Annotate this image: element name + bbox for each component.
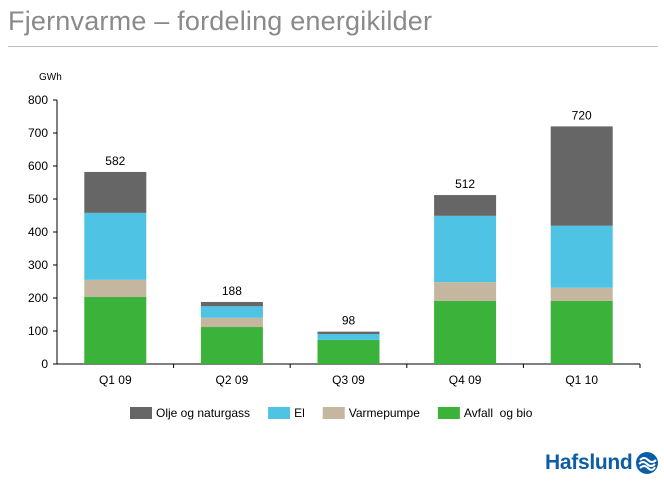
y-tick-label: 200 bbox=[28, 291, 48, 305]
legend-swatch bbox=[130, 407, 152, 419]
x-tick-label: Q1 10 bbox=[565, 373, 598, 387]
bar-segment-varmepumpe bbox=[84, 279, 147, 298]
legend-label: Avfall og bio bbox=[464, 406, 533, 420]
legend-swatch bbox=[268, 407, 291, 419]
legend-label: El bbox=[294, 406, 305, 420]
bar-total-label: 98 bbox=[342, 314, 356, 328]
bar-segment-olje-og-naturgass bbox=[200, 301, 263, 307]
legend-swatch bbox=[437, 407, 460, 419]
bar-total-label: 188 bbox=[222, 284, 242, 298]
legend-label: Olje og naturgass bbox=[156, 406, 250, 420]
x-tick-label: Q1 09 bbox=[99, 373, 132, 387]
y-axis-unit-label: GWh bbox=[39, 72, 62, 83]
bar-segment-avfall-og-bio bbox=[200, 327, 263, 364]
legend-label: Varmepumpe bbox=[349, 406, 420, 420]
slide-title: Fjernvarme – fordeling energikilder bbox=[8, 6, 433, 36]
bar-segment-varmepumpe bbox=[200, 317, 263, 328]
bar-segment-olje-og-naturgass bbox=[317, 331, 380, 334]
bar-total-label: 512 bbox=[455, 177, 475, 191]
y-tick-label: 600 bbox=[28, 159, 48, 173]
bar-segment-olje-og-naturgass bbox=[434, 195, 497, 216]
y-tick-label: 400 bbox=[28, 225, 48, 239]
swirl-logo-icon bbox=[636, 452, 659, 474]
bar-segment-el bbox=[84, 212, 147, 280]
y-tick-label: 0 bbox=[41, 357, 48, 371]
bar-segment-avfall-og-bio bbox=[434, 300, 497, 364]
bar-segment-avfall-og-bio bbox=[550, 300, 613, 364]
bar-segment-avfall-og-bio bbox=[317, 339, 380, 364]
bar-segment-olje-og-naturgass bbox=[84, 171, 147, 213]
y-tick-label: 500 bbox=[28, 192, 48, 206]
bar-segment-el bbox=[200, 306, 263, 318]
logo-wordmark: Hafslund bbox=[545, 451, 633, 474]
x-tick-label: Q4 09 bbox=[449, 373, 482, 387]
bar-segment-varmepumpe bbox=[434, 282, 497, 301]
y-tick-label: 800 bbox=[28, 93, 48, 107]
title-divider bbox=[8, 46, 658, 47]
bar-segment-el bbox=[434, 215, 497, 283]
bar-total-label: 582 bbox=[105, 154, 125, 168]
y-tick-label: 100 bbox=[28, 324, 48, 338]
x-tick-label: Q3 09 bbox=[332, 373, 365, 387]
y-tick-label: 300 bbox=[28, 258, 48, 272]
legend-swatch bbox=[322, 407, 345, 419]
bar-segment-avfall-og-bio bbox=[84, 297, 147, 364]
bar-segment-varmepumpe bbox=[550, 287, 613, 301]
x-tick-label: Q2 09 bbox=[216, 373, 249, 387]
bar-segment-el bbox=[317, 333, 380, 340]
bar-total-label: 720 bbox=[572, 108, 592, 122]
bar-segment-olje-og-naturgass bbox=[550, 126, 613, 226]
bar-segment-el bbox=[550, 225, 613, 288]
y-tick-label: 700 bbox=[28, 126, 48, 140]
hafslund-logo: Hafslund bbox=[545, 450, 659, 476]
